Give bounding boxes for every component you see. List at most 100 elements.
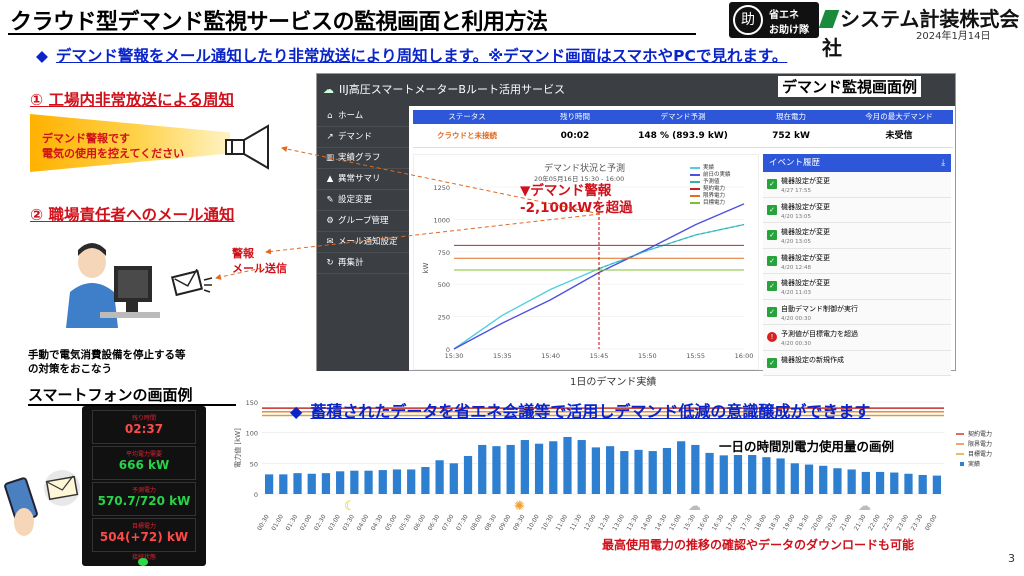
y-tick-label: 500 [438,281,450,289]
event-item[interactable]: ✓ 機器設定が変更 4/20 13:05 [763,223,951,249]
x-tick-label: 15:45 [590,352,609,360]
usage-bar [350,470,359,494]
y-tick-label: 750 [438,249,450,257]
sidebar: ⌂ ホーム ↗ デマンド ▥ 実績グラフ ▲ 異常サマリ ✎ 設定変更 ⚙ グループ管理 ✉ メール通知設… [317,106,409,371]
x-tick-label: 16:00 [697,513,712,532]
usage-bar [733,453,743,494]
download-icon[interactable]: ⤓ [941,158,945,168]
sidebar-item-label: 異常サマリ [338,174,381,184]
x-tick-label: 13:00 [611,513,626,532]
legend-label: 目標電力 [703,200,726,206]
manual-action-text: 手動で電気消費設備を停止する等 の対策をおこなう [28,348,186,376]
usage-bar [705,452,714,494]
sidebar-item-icon: ▲ [326,174,334,184]
sidebar-item-icon: ✉ [326,237,334,247]
logo-text-2: お助け隊 [769,25,809,36]
status-value-cell: 148 % (893.9 kW) [638,131,728,141]
checkbox-icon: ✓ [767,281,777,291]
event-item[interactable]: ✓ 自動デマンド制御が実行 4/20 00:30 [763,299,951,325]
legend-label: 限界電力 [703,193,726,199]
event-item[interactable]: ✓ 機器設定が変更 4/27 17:55 [763,172,951,198]
legend-label: 契約電力 [968,430,992,438]
phone-metric-value: 666 kW [118,458,170,472]
event-title: 機器設定が変更 [781,253,830,262]
demand-monitor-screenshot: ☁ IIJ高圧スマートメーターBルート活用サービス ⌂ ホーム ↗ デマンド ▥ 実績グラ… [316,73,956,376]
x-tick-label: 23:30 [910,513,925,532]
sidebar-item-7[interactable]: ↻ 再集計 [317,253,409,274]
x-tick-label: 00:00 [924,513,939,532]
status-value-cell: 752 kW [772,131,810,141]
usage-bar [648,451,657,494]
diamond-bullet-icon: ◆ [290,402,303,421]
email-envelope-icon [170,268,213,297]
usage-bar [748,454,757,494]
document-date: 2024年1月14日 [916,31,991,42]
cloud-icon: ☁ [858,499,871,514]
event-item[interactable]: ✓ 機器設定が変更 4/20 13:05 [763,197,951,223]
diamond-bullet-icon: ◆ [36,47,48,65]
x-tick-label: 01:00 [270,513,285,532]
legend-label: 実績 [968,460,980,468]
phone-metric: 平均電力需要 666 kW [92,446,196,480]
event-date: 4/20 12:48 [781,264,811,271]
x-tick-label: 02:00 [299,513,314,532]
usage-bar [321,473,331,494]
sidebar-item-label: グループ管理 [338,216,389,226]
sidebar-item-2[interactable]: ▥ 実績グラフ [317,148,409,169]
y-tick-label: 100 [246,430,258,438]
connection-status-dot [138,558,148,566]
smartphone-example-title: スマートフォンの画面例 [28,386,193,404]
usage-bar [833,468,842,494]
x-tick-label: 03:00 [327,513,342,532]
app-title: IIJ高圧スマートメーターBルート活用サービス [339,83,565,96]
event-item[interactable]: ✓ 機器設定の新規作成 [763,350,951,376]
x-tick-label: 13:30 [626,513,641,532]
x-tick-label: 02:30 [313,513,328,532]
phone-metric-label: 予測電力 [131,487,156,494]
x-tick-label: 23:00 [896,513,911,532]
event-history-title: イベント履歴 [769,158,821,168]
moon-icon: ☾ [344,499,356,514]
monitor-example-label: デマンド監視画面例 [778,76,922,97]
sidebar-item-5[interactable]: ⚙ グループ管理 [317,211,409,232]
x-tick-label: 01:30 [285,513,300,532]
usage-bar [364,470,373,494]
y-tick-label: 1250 [433,184,450,192]
usage-bar [378,470,387,494]
sidebar-item-icon: ↻ [326,258,334,268]
legend-swatch [690,194,700,197]
sidebar-item-1[interactable]: ↗ デマンド [317,127,409,148]
event-list: ✓ 機器設定が変更 4/27 17:55 ✓ 機器設定が変更 4/20 13:05 ✓ 機器設… [763,172,951,376]
status-header-cell: ステータス [448,112,486,121]
event-item[interactable]: ✓ 機器設定が変更 4/20 11:03 [763,274,951,300]
x-tick-label: 18:30 [768,513,783,532]
x-tick-label: 21:30 [853,513,868,532]
usage-bar [392,469,402,494]
sidebar-item-3[interactable]: ▲ 異常サマリ [317,169,409,190]
x-tick-label: 17:00 [725,513,740,532]
legend-label: 予測値 [703,179,720,185]
event-item[interactable]: ✓ 機器設定が変更 4/20 12:48 [763,248,951,274]
sidebar-item-label: メール通知設定 [338,237,398,247]
phone-metric: 目標電力 504(+72) kW [92,518,196,552]
sidebar-item-0[interactable]: ⌂ ホーム [317,106,409,127]
smartphone-screen: 残り時間 02:37 平均電力需要 666 kW 予測電力 570.7/720 kW 目標電… [82,406,206,566]
usage-bar [847,469,856,494]
event-date: 4/20 13:05 [781,213,811,220]
event-date: 4/20 11:03 [781,290,811,296]
usage-bar [478,444,487,494]
y-tick-label: 50 [250,460,258,468]
x-tick-label: 21:00 [839,513,854,532]
phone-metric: 残り時間 02:37 [92,410,196,444]
x-tick-label: 17:30 [739,513,754,532]
x-tick-label: 07:30 [455,513,470,532]
usage-bar [549,441,558,494]
sidebar-item-4[interactable]: ✎ 設定変更 [317,190,409,211]
hourly-example-label: 一日の時間別電力使用量の画例 [716,436,898,455]
section-email-heading: ② 職場責任者へのメール通知 [30,206,235,224]
event-item[interactable]: ! 予測値が目標電力を超過 4/20 00:30 [763,325,951,351]
legend-entry: 目標電力 [690,200,731,207]
y-axis-label: 電力値 [kW] [233,428,242,468]
sidebar-item-6[interactable]: ✉ メール通知設定 [317,232,409,253]
usage-bar [336,471,345,494]
